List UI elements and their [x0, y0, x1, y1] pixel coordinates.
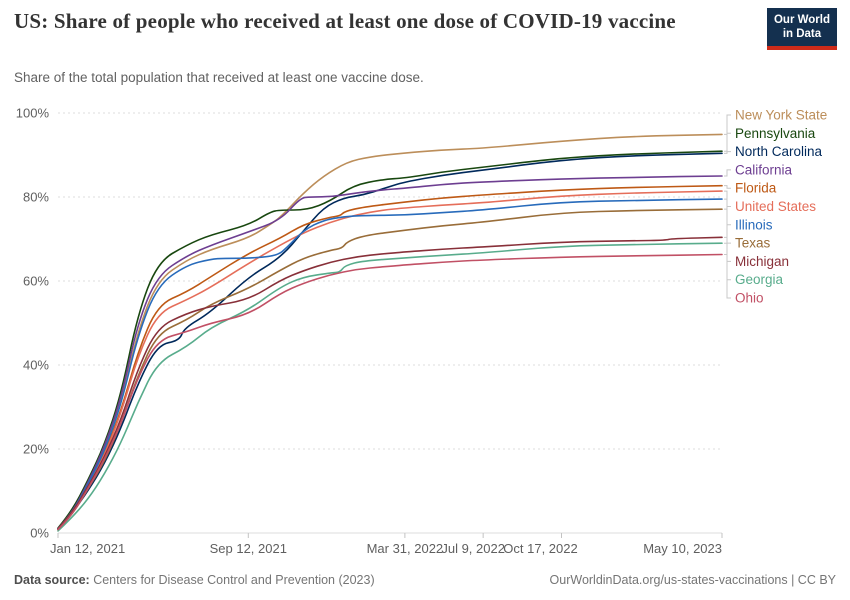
series-line-united-states[interactable] — [57, 190, 723, 530]
legend-connector-north-carolina — [724, 151, 731, 154]
legend-item-georgia[interactable]: Georgia — [735, 272, 784, 287]
series-line-michigan[interactable] — [57, 236, 723, 530]
legend-connector-texas — [724, 208, 731, 244]
y-tick-label: 0% — [30, 526, 49, 541]
y-tick-label: 100% — [16, 106, 50, 121]
legend-item-north-carolina[interactable]: North Carolina — [735, 144, 823, 159]
x-tick-label: Jan 12, 2021 — [50, 541, 125, 556]
series-line-texas[interactable] — [57, 208, 723, 531]
legend-item-pennsylvania[interactable]: Pennsylvania — [735, 126, 816, 141]
legend-connector-california — [724, 169, 731, 177]
x-tick-label: Mar 31, 2022 — [367, 541, 444, 556]
owid-logo-line1: Our World — [773, 14, 830, 26]
x-tick-label: Jul 9, 2022 — [441, 541, 505, 556]
legend-connector-florida — [724, 185, 731, 189]
owid-logo[interactable]: Our World in Data — [766, 8, 837, 50]
legend-item-united-states[interactable]: United States — [735, 199, 816, 214]
data-source-text: Centers for Disease Control and Preventi… — [89, 573, 375, 587]
legend-item-new-york-state[interactable]: New York State — [735, 108, 827, 123]
legend-item-florida[interactable]: Florida — [735, 181, 777, 196]
series-line-georgia[interactable] — [57, 242, 723, 532]
y-tick-label: 60% — [23, 274, 49, 289]
legend-connector-new-york-state — [724, 114, 731, 135]
series-line-florida[interactable] — [57, 184, 723, 531]
legend-connector-pennsylvania — [724, 132, 731, 152]
y-tick-label: 80% — [23, 190, 49, 205]
data-source: Data source: Centers for Disease Control… — [14, 573, 375, 587]
series-line-north-carolina[interactable] — [57, 152, 723, 530]
series-line-pennsylvania[interactable] — [57, 150, 723, 529]
chart-footer: Data source: Centers for Disease Control… — [14, 573, 836, 587]
owid-logo-line2: in Data — [782, 28, 822, 41]
series-line-california[interactable] — [57, 175, 723, 530]
series-line-illinois[interactable] — [57, 198, 723, 530]
y-tick-label: 40% — [23, 358, 49, 373]
legend-item-michigan[interactable]: Michigan — [735, 254, 789, 269]
owid-attribution-link[interactable]: OurWorldinData.org/us-states-vaccination… — [549, 573, 836, 587]
x-tick-label: May 10, 2023 — [643, 541, 722, 556]
data-source-label: Data source: — [14, 573, 90, 587]
page-title: US: Share of people who received at leas… — [14, 9, 676, 33]
y-tick-label: 20% — [23, 442, 49, 457]
legend-item-texas[interactable]: Texas — [735, 236, 771, 251]
legend-item-ohio[interactable]: Ohio — [735, 291, 764, 306]
legend-connector-ohio — [724, 254, 731, 299]
legend-item-illinois[interactable]: Illinois — [735, 217, 773, 232]
chart-subtitle: Share of the total population that recei… — [14, 70, 424, 85]
x-tick-label: Oct 17, 2022 — [503, 541, 577, 556]
x-tick-label: Sep 12, 2021 — [210, 541, 287, 556]
legend-item-california[interactable]: California — [735, 162, 793, 177]
series-line-ohio[interactable] — [57, 253, 723, 531]
